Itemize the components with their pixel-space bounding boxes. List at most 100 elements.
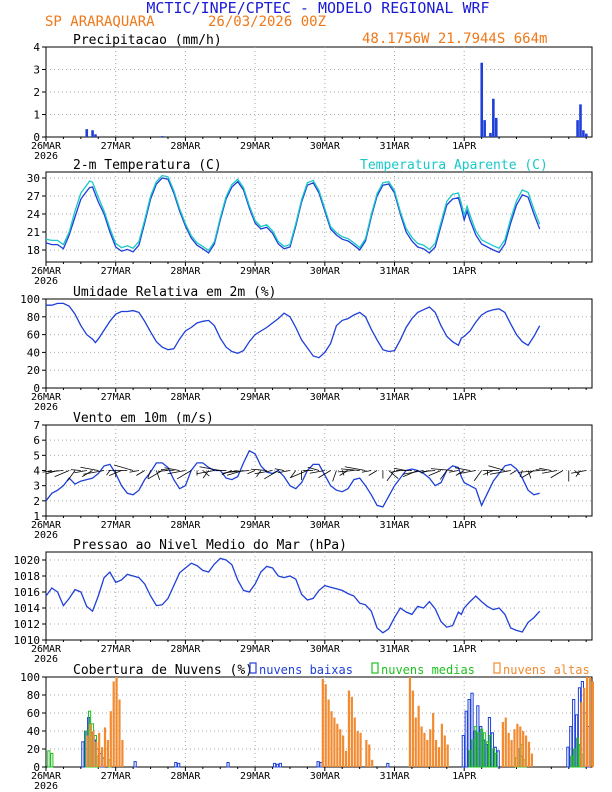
wind-arrow	[199, 466, 221, 471]
wind-arrow	[550, 470, 564, 479]
cloud-bar-high	[443, 735, 446, 767]
cloud-bar-mid	[50, 753, 54, 768]
cloud-bar-high	[109, 711, 112, 767]
cloud-bar-high	[121, 740, 124, 767]
wind-arrow	[519, 470, 523, 478]
clouds-xtick-label: 29MAR	[240, 771, 271, 782]
wind-arrow	[158, 470, 169, 472]
clouds-ytick-label: 60	[27, 707, 40, 720]
temp-xtick-label: 1APR	[452, 266, 477, 277]
clouds-xtick-label: 28MAR	[170, 771, 201, 782]
wind-arrow	[332, 470, 337, 482]
clouds-xtick-label: 30MAR	[310, 771, 341, 782]
cloud-bar-high	[98, 732, 101, 767]
pressure-xtick-label: 30MAR	[310, 644, 341, 655]
rh-xtick-label: 26MAR	[31, 392, 62, 403]
cloud-bar-high	[333, 717, 336, 767]
cloud-bar-high	[95, 741, 98, 767]
pressure-xtick-label: 1APR	[452, 644, 477, 655]
precip-bar	[489, 132, 492, 137]
wind-arrow	[428, 470, 442, 477]
wind-arrow	[539, 467, 552, 471]
cloud-bar-high	[507, 732, 510, 767]
rh-year-label: 2026	[34, 402, 58, 413]
cloud-bar-high	[89, 723, 92, 767]
cloud-bar-high	[368, 744, 371, 767]
cloud-bar-high	[417, 705, 420, 767]
cloud-bar-high	[371, 759, 374, 767]
rh-ytick-label: 80	[27, 311, 40, 324]
cloud-bar-mid	[488, 735, 492, 768]
cloud-bar-mid	[471, 739, 475, 768]
temp-title-right: Temperatura Aparente (C)	[360, 158, 548, 173]
wind-arrow	[448, 470, 459, 473]
cloud-bar-low	[461, 735, 465, 768]
temp-xtick-label: 27MAR	[101, 266, 132, 277]
cloud-bar-high	[347, 690, 351, 767]
precip-bar	[582, 130, 585, 137]
cloud-bar-mid	[468, 750, 472, 768]
wind-arrow	[289, 470, 297, 479]
temp-xtick-label: 31MAR	[379, 266, 410, 277]
wind-arrow	[106, 470, 111, 476]
wind-arrow	[256, 470, 262, 477]
cloud-bar-mid	[575, 737, 580, 768]
wind-arrow	[160, 468, 174, 471]
cloud-bar-high	[446, 744, 449, 767]
clouds-ytick-label: 0	[33, 761, 40, 774]
precip-bar	[579, 104, 582, 137]
cloud-bar-low	[174, 762, 178, 768]
precip-ytick-label: 3	[33, 64, 40, 77]
precip-bar	[160, 136, 164, 137]
wind-ytick-label: 1	[33, 510, 40, 523]
cloud-bar-high	[350, 696, 353, 767]
precip-ytick-label: 1	[33, 109, 40, 122]
wind-arrow	[388, 470, 399, 480]
cloud-bar-high	[414, 717, 417, 767]
wind-year-label: 2026	[34, 530, 58, 541]
temp-series-line-2	[45, 174, 541, 252]
pressure-ytick-label: 1018	[14, 570, 41, 583]
rh-xtick-label: 30MAR	[310, 392, 341, 403]
rh-xtick-label: 28MAR	[170, 392, 201, 403]
cloud-bar-low	[81, 741, 85, 768]
wind-arrow	[403, 470, 418, 477]
cloud-bar-high	[588, 677, 592, 767]
wind-arrow	[164, 467, 180, 471]
rh-ytick-label: 100	[20, 293, 40, 306]
wind-arrow	[338, 470, 354, 473]
rh-xtick-label: 1APR	[452, 392, 477, 403]
rh-title: Umidade Relativa em 2m (%)	[73, 285, 277, 300]
cloud-bar-high	[440, 723, 443, 767]
clouds-frame	[45, 676, 593, 768]
wind-arrow	[147, 470, 163, 480]
clouds-ytick-label: 80	[27, 689, 40, 702]
wind-ytick-label: 4	[33, 465, 40, 478]
temp-xtick-label: 29MAR	[240, 266, 271, 277]
wind-ytick-label: 7	[33, 419, 40, 432]
precip-title: Precipitacao (mm/h)	[73, 33, 222, 48]
cloud-bar-high	[321, 678, 324, 767]
wind-xtick-label: 31MAR	[379, 520, 410, 531]
cloud-bar-high	[501, 722, 504, 767]
pressure-ytick-label: 1020	[14, 554, 41, 567]
cloud-bar-high	[530, 753, 534, 767]
temp-ytick-label: 27	[27, 190, 40, 203]
rh-series-line-1	[46, 302, 541, 359]
legend-swatch-1	[249, 662, 257, 674]
wind-arrow	[247, 470, 256, 475]
wind-arrow	[430, 468, 453, 471]
cloud-bar-high	[513, 729, 516, 767]
clouds-year-label: 2026	[34, 781, 58, 792]
temp-year-label: 2026	[34, 276, 58, 287]
cloud-bar-low	[464, 710, 468, 768]
wind-arrow	[542, 470, 558, 474]
rh-ytick-label: 20	[27, 364, 40, 377]
wind-arrow	[202, 470, 210, 477]
wind-arrow	[457, 470, 476, 475]
rh-xtick-label: 31MAR	[379, 392, 410, 403]
cloud-bar-high	[591, 681, 594, 767]
wind-xtick-label: 26MAR	[31, 520, 62, 531]
wind-ytick-label: 3	[33, 480, 40, 493]
